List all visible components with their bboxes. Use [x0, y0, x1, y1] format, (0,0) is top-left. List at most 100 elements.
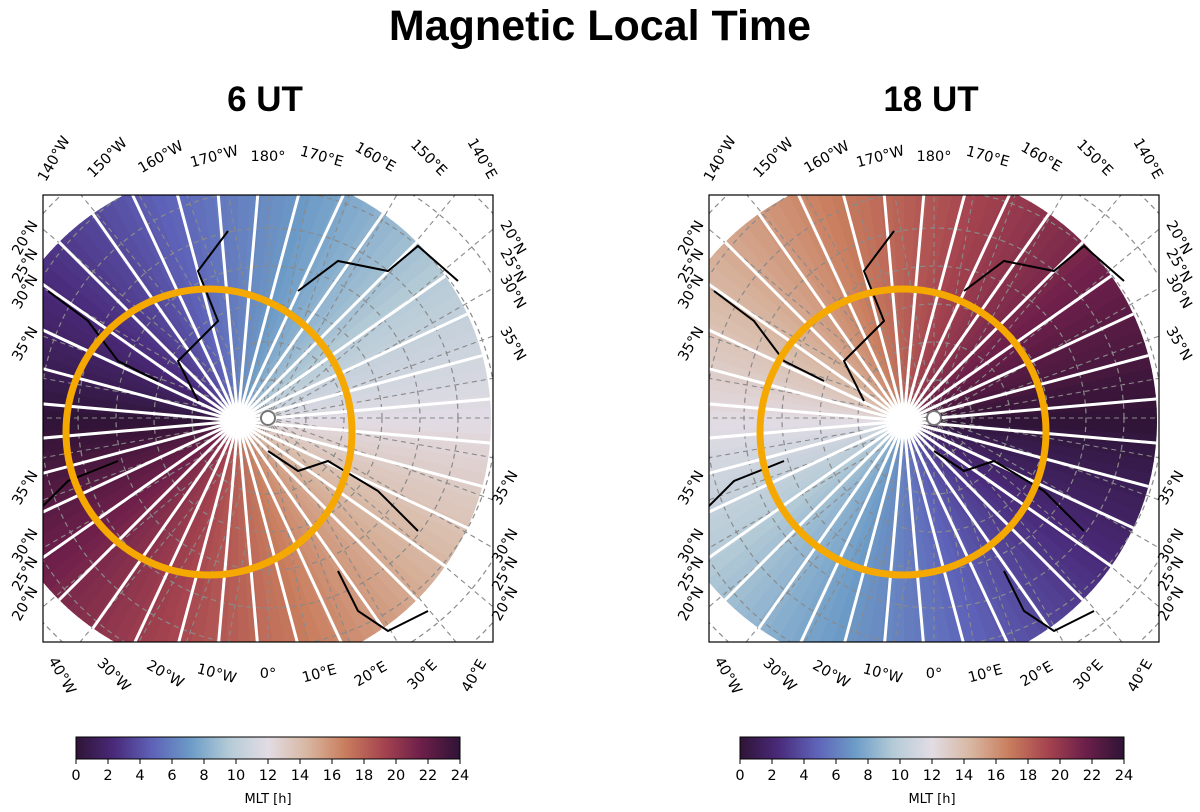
meridian-line: [236, 420, 259, 642]
meridian-line: [175, 195, 240, 422]
bottom-longitude-label: 30°W: [760, 655, 800, 695]
meridian-line: [91, 212, 240, 422]
mlt-sector: [904, 421, 1145, 514]
top-longitude-label: 160°E: [1018, 140, 1064, 176]
longitude-gridline: [267, 287, 493, 419]
longitude-gridline: [267, 417, 309, 642]
coastline: [709, 460, 785, 508]
map-panel-6ut: 140°W 150°W 160°W 170°W 180° 170°E 160°E 150°E 1…: [9, 134, 528, 807]
meridian-line: [902, 420, 965, 642]
mlt-sector: [904, 407, 1157, 423]
meridian-line: [882, 195, 906, 422]
meridian-line: [43, 419, 239, 440]
geographic-pole-marker: [260, 410, 276, 426]
mlt-sector: [238, 381, 490, 421]
meridian-line: [43, 419, 239, 475]
mlt-sector: [725, 231, 904, 421]
mlt-sector: [904, 381, 1156, 421]
bottom-longitude-label: 40°W: [45, 655, 79, 698]
latitude-label-left: 20°N: [9, 584, 41, 624]
longitude-gridline: [709, 417, 935, 501]
longitude-gridline: [43, 417, 269, 549]
colorbar-tick-label: 22: [419, 768, 437, 784]
longitude-gridline: [138, 417, 269, 642]
mlt-sector: [902, 421, 916, 642]
longitude-gridline: [80, 195, 269, 419]
mlt-sector: [123, 195, 238, 421]
colorbar-tick-label: 4: [135, 768, 144, 784]
mlt-sector: [709, 399, 904, 421]
figure-title: Magnetic Local Time: [388, 2, 812, 50]
mlt-sector: [48, 421, 238, 600]
mlt-sector: [890, 421, 904, 642]
meridian-line: [709, 419, 905, 475]
bottom-longitude-label: 0°: [260, 666, 276, 682]
longitude-gridline: [79, 417, 269, 642]
mlt-sector: [214, 195, 238, 421]
mlt-sector: [904, 195, 918, 421]
longitude-gridline: [228, 195, 269, 419]
colorbar-tick-label: 8: [863, 768, 872, 784]
mlt-sector: [709, 421, 904, 485]
bottom-longitude-label: 10°W: [861, 661, 904, 687]
top-longitude-label: 170°E: [298, 144, 345, 171]
meridian-line: [91, 420, 240, 630]
longitude-gridline: [267, 417, 493, 501]
meridian-line: [902, 420, 925, 642]
longitude-gridline: [804, 417, 935, 642]
mlt-sector: [904, 421, 928, 642]
meridian-line: [237, 312, 468, 423]
mlt-sector: [904, 421, 1136, 538]
longitude-gridline: [267, 417, 457, 642]
latitude-label-right: 35°N: [489, 468, 521, 508]
colorbar-tick-label: 0: [71, 768, 80, 784]
colorbar-label: MLT [h]: [908, 792, 955, 807]
mlt-sector: [880, 195, 904, 421]
meridian-line: [236, 420, 299, 642]
bottom-longitude-label: 10°E: [967, 662, 1005, 686]
mlt-sector: [213, 421, 238, 642]
top-longitude-label: 170°E: [964, 144, 1011, 171]
mlt-sector: [904, 261, 1110, 421]
mlt-sector: [709, 250, 904, 421]
meridian-line: [903, 397, 1157, 423]
latitude-label-left: 35°N: [9, 324, 41, 364]
mlt-sector: [238, 195, 264, 421]
meridian-line: [130, 195, 240, 422]
mlt-sector: [238, 283, 458, 421]
top-longitude-label: 150°W: [751, 135, 797, 181]
meridian-line: [236, 420, 385, 630]
colorbar-tick-label: 22: [1083, 768, 1101, 784]
longitude-gridline: [933, 417, 1123, 642]
top-longitude-label: 160°E: [352, 140, 398, 176]
mlt-sector: [98, 421, 239, 641]
mlt-sector: [892, 195, 906, 421]
colorbar-tick-label: 10: [891, 768, 909, 784]
meridian-line: [903, 419, 1157, 445]
mlt-sector: [904, 283, 1124, 421]
longitude-gridline: [933, 335, 1159, 419]
mlt-sector: [43, 421, 238, 485]
latitude-label-left: 35°N: [675, 468, 707, 508]
top-longitude-label: 180°: [251, 149, 286, 165]
meridian-line: [709, 282, 905, 423]
longitude-gridline: [709, 228, 935, 419]
mlt-sector: [238, 261, 444, 421]
mlt-sector: [904, 421, 1031, 642]
longitude-gridline: [43, 417, 269, 459]
longitude-gridline: [138, 195, 269, 419]
bottom-longitude-label: 20°W: [144, 658, 187, 692]
meridian-line: [902, 195, 967, 422]
meridian-line: [237, 419, 483, 488]
meridian-line: [43, 402, 239, 423]
colorbar: [739, 736, 1125, 760]
mlt-sector: [904, 421, 1124, 561]
mlt-sector: [43, 399, 238, 421]
highlight-ring: [62, 285, 356, 579]
meridian-line: [43, 419, 239, 514]
meridian-line: [883, 420, 906, 642]
meridian-line: [216, 195, 240, 422]
bottom-longitude-label: 0°: [926, 666, 942, 682]
longitude-gridline: [933, 417, 975, 642]
meridian-line: [902, 212, 1051, 422]
